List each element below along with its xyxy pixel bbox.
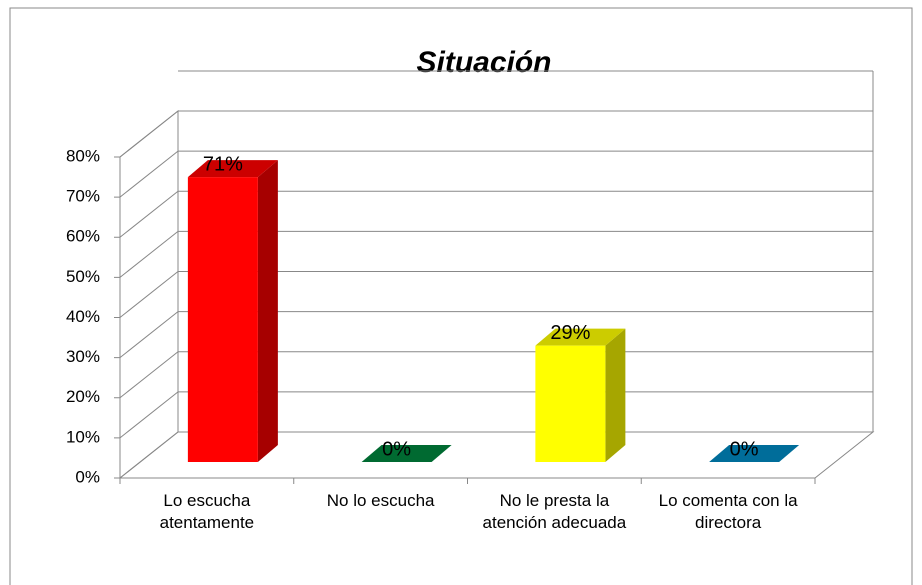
y-tick-label: 30% [66,347,100,366]
y-tick-label: 50% [66,267,100,286]
grid-line [119,150,179,198]
chart-border [9,7,913,585]
bar-top [709,445,800,462]
grid-line [119,110,179,158]
data-label: 71% [203,153,243,175]
grid-line [119,431,179,479]
x-tick-label: No lo escucha [326,491,435,510]
y-tick-label: 20% [66,387,100,406]
y-tick-label: 80% [66,146,100,165]
bar [187,177,258,463]
grid-line [119,311,179,359]
chart-title: Situación [416,46,551,79]
y-tick-label: 10% [66,427,100,446]
bar-top [187,160,278,178]
x-tick-label: No le presta la atención adecuada [482,491,627,532]
grid-line [119,190,179,238]
x-tick-label: Lo comenta con la directora [658,491,798,532]
y-tick-label: 60% [66,227,100,246]
grid-line [119,230,179,278]
grid-line [119,271,179,318]
bar-top [361,445,452,462]
bar-top [535,328,626,346]
grid-line [119,351,179,399]
grid-line [119,391,179,439]
data-label: 0% [382,438,411,460]
y-tick-label: 70% [66,187,100,206]
y-tick-label: 40% [66,307,100,326]
bar-side [257,160,278,463]
bar [535,345,606,462]
data-label: 29% [550,322,590,344]
data-label: 0% [730,438,759,460]
x-tick-label: Lo escucha atentamente [159,491,255,532]
bar-side [605,328,626,462]
y-tick-label: 0% [75,467,100,486]
